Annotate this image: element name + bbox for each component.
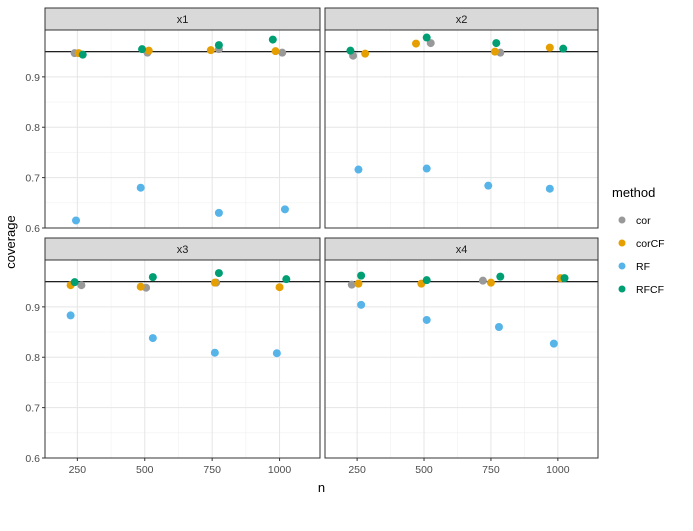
x-tick-label: 750 bbox=[482, 464, 500, 476]
data-point-rf bbox=[422, 315, 431, 324]
x-tick-label: 500 bbox=[415, 464, 433, 476]
data-point-rf bbox=[494, 323, 503, 332]
data-point-cor bbox=[347, 280, 356, 289]
facet-strip bbox=[44, 237, 321, 261]
data-point-rfcf bbox=[559, 44, 568, 53]
data-point-rfcf bbox=[492, 39, 501, 48]
legend-label: RFCF bbox=[636, 284, 664, 296]
x-tick-label: 1000 bbox=[268, 464, 292, 476]
panel-background bbox=[325, 30, 598, 228]
x-tick-label: 500 bbox=[136, 464, 154, 476]
legend-label: cor bbox=[636, 215, 651, 227]
data-point-rf bbox=[272, 349, 281, 358]
facet-label: x1 bbox=[177, 14, 189, 26]
data-point-corcf bbox=[210, 278, 219, 287]
panel-background bbox=[325, 260, 598, 458]
y-tick-label: 0.9 bbox=[25, 302, 40, 314]
data-point-corcf bbox=[486, 278, 495, 287]
data-point-rfcf bbox=[70, 278, 79, 287]
legend-key-cor bbox=[618, 216, 626, 224]
data-point-rfcf bbox=[268, 35, 277, 44]
data-point-cor bbox=[478, 276, 487, 285]
data-point-rf bbox=[422, 164, 431, 173]
data-point-corcf bbox=[271, 47, 280, 56]
data-point-corcf bbox=[490, 47, 499, 56]
y-axis-title: coverage bbox=[3, 215, 18, 268]
data-point-rfcf bbox=[214, 41, 223, 50]
legend-label: corCF bbox=[636, 238, 665, 250]
y-tick-label: 0.7 bbox=[25, 173, 40, 185]
data-point-rf bbox=[484, 181, 493, 190]
data-point-rfcf bbox=[346, 46, 355, 55]
data-point-cor bbox=[426, 39, 435, 48]
data-point-rfcf bbox=[214, 269, 223, 278]
data-point-corcf bbox=[136, 282, 145, 291]
data-point-corcf bbox=[275, 283, 284, 292]
facet-strip bbox=[324, 7, 599, 31]
data-point-rfcf bbox=[148, 273, 157, 282]
facet-label: x4 bbox=[456, 244, 468, 256]
data-point-rfcf bbox=[282, 275, 291, 284]
data-point-rf bbox=[148, 334, 157, 343]
legend-title: method bbox=[612, 185, 655, 200]
data-point-rf bbox=[214, 208, 223, 217]
y-tick-label: 0.8 bbox=[25, 122, 40, 134]
data-point-rf bbox=[66, 311, 75, 320]
data-point-corcf bbox=[354, 279, 363, 288]
data-point-rf bbox=[280, 205, 289, 214]
y-tick-label: 0.6 bbox=[25, 453, 40, 465]
data-point-corcf bbox=[144, 46, 153, 55]
data-point-corcf bbox=[412, 39, 420, 48]
data-point-rf bbox=[354, 165, 363, 174]
y-tick-label: 0.7 bbox=[25, 403, 40, 415]
facet-strip bbox=[44, 7, 321, 31]
y-tick-label: 0.9 bbox=[25, 72, 40, 84]
data-point-rfcf bbox=[78, 50, 87, 59]
data-point-rfcf bbox=[560, 274, 569, 283]
data-point-rf bbox=[545, 184, 554, 193]
data-point-rf bbox=[72, 216, 81, 225]
data-point-rf bbox=[210, 348, 219, 357]
facet-label: x2 bbox=[456, 14, 468, 26]
facet-label: x3 bbox=[177, 244, 189, 256]
panel-background bbox=[45, 30, 320, 228]
data-point-rfcf bbox=[357, 271, 366, 280]
legend-key-rfcf bbox=[618, 285, 626, 293]
data-point-rf bbox=[136, 183, 145, 192]
x-tick-label: 250 bbox=[348, 464, 366, 476]
data-point-rfcf bbox=[422, 276, 431, 285]
y-tick-label: 0.8 bbox=[25, 352, 40, 364]
x-tick-label: 250 bbox=[69, 464, 87, 476]
data-point-rfcf bbox=[138, 45, 147, 54]
data-point-rfcf bbox=[422, 33, 431, 42]
data-point-corcf bbox=[206, 46, 215, 55]
data-point-corcf bbox=[361, 49, 370, 58]
x-tick-label: 750 bbox=[203, 464, 221, 476]
legend-key-rf bbox=[618, 262, 626, 270]
data-point-corcf bbox=[545, 43, 554, 52]
x-tick-label: 1000 bbox=[546, 464, 570, 476]
data-point-cor bbox=[77, 281, 86, 290]
y-tick-label: 0.6 bbox=[25, 223, 40, 235]
panel-background bbox=[45, 260, 320, 458]
facet-strip bbox=[324, 237, 599, 261]
data-point-rfcf bbox=[496, 272, 505, 281]
legend-label: RF bbox=[636, 261, 650, 273]
x-axis-title: n bbox=[318, 480, 325, 495]
data-point-rf bbox=[549, 339, 558, 348]
legend-key-corcf bbox=[618, 239, 626, 247]
data-point-cor bbox=[278, 48, 287, 57]
data-point-rf bbox=[357, 300, 366, 309]
